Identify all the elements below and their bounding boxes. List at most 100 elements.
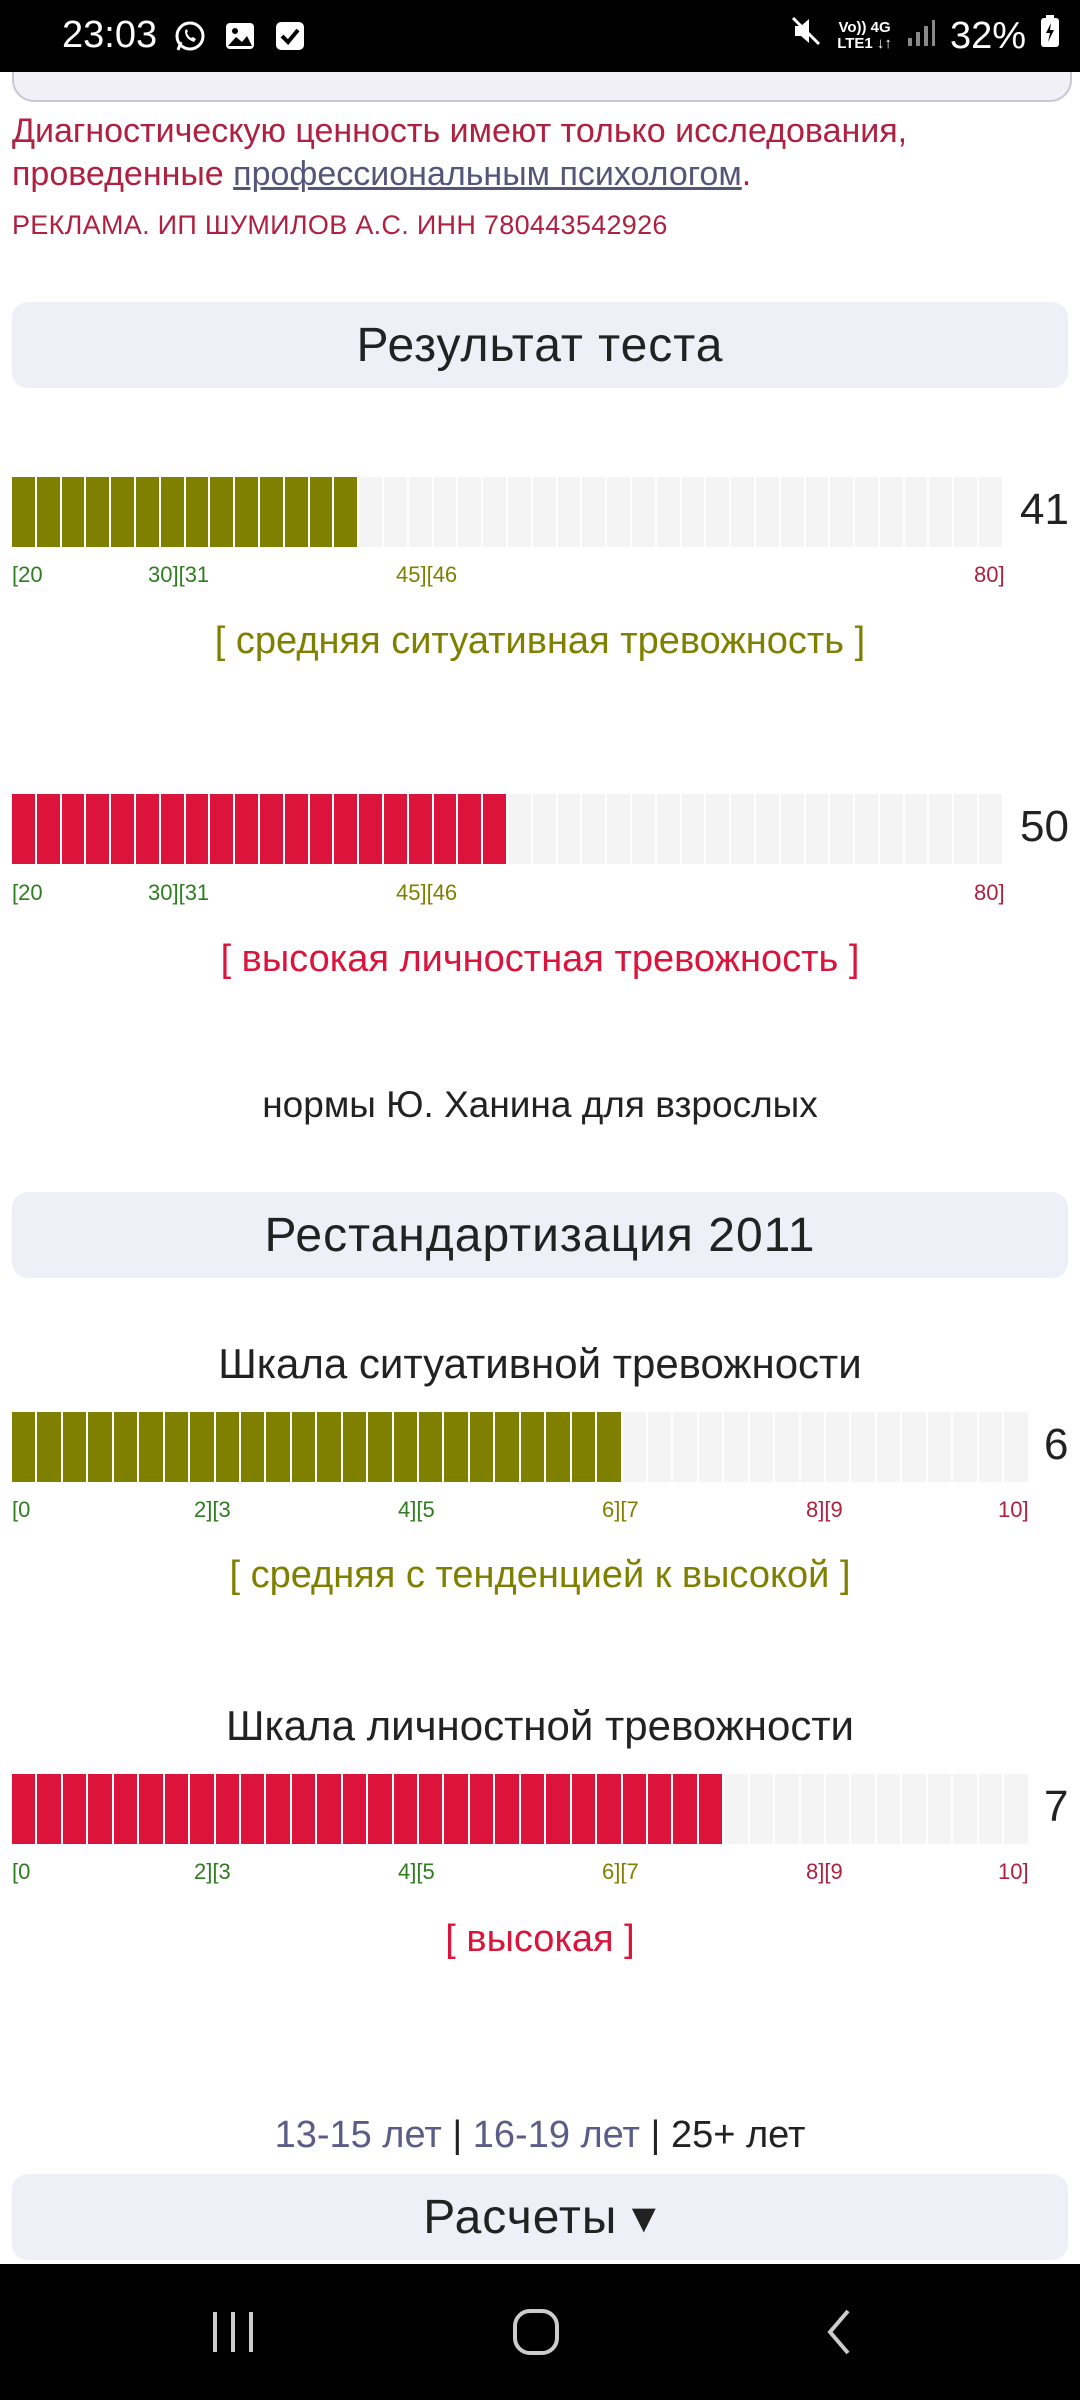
bar-segment-empty <box>851 1774 877 1844</box>
bar-segment-filled <box>259 794 285 864</box>
tick-label: 30][31 <box>148 880 210 905</box>
calculations-toggle[interactable]: Расчеты ▾ <box>12 2174 1068 2260</box>
bar-segment-filled <box>520 1412 547 1482</box>
bar-segment-filled <box>160 477 186 547</box>
bar-segment-filled <box>86 794 112 864</box>
bar-segment-filled <box>36 794 62 864</box>
network-indicator: Vo)) 4G LTE1 ↓↑ <box>837 19 892 52</box>
bar-segment-filled <box>317 1774 343 1844</box>
home-icon[interactable] <box>456 2264 616 2400</box>
bar-segment-empty <box>929 794 955 864</box>
score-track <box>12 477 1004 547</box>
bar-segment-filled <box>240 1412 267 1482</box>
tick-label: [0 <box>12 1497 31 1522</box>
bar-segment-empty <box>458 477 484 547</box>
bar-segment-filled <box>342 1412 369 1482</box>
bar-segment-filled <box>368 1774 394 1844</box>
navigation-bar <box>0 2264 1080 2400</box>
bar-segment-filled <box>235 477 260 547</box>
bar-segment-filled <box>86 477 112 547</box>
score-track <box>12 1412 1030 1482</box>
bar-segment-empty <box>978 1774 1005 1844</box>
tick-label: 4][5 <box>398 1859 435 1884</box>
bar-segment-empty <box>800 1774 826 1844</box>
bar-segment-filled <box>334 794 360 864</box>
bar-segment-filled <box>359 794 384 864</box>
bar-segment-empty <box>749 1774 776 1844</box>
bar-segment-empty <box>780 794 806 864</box>
bar-segment-filled <box>393 1412 419 1482</box>
whatsapp-icon <box>172 18 208 54</box>
bar-segment-filled <box>284 794 310 864</box>
bar-segment-empty <box>507 794 533 864</box>
bar-segment-empty <box>731 477 756 547</box>
bar-segment-empty <box>800 1412 826 1482</box>
bar-segment-empty <box>953 1774 979 1844</box>
bar-segment-filled <box>419 1774 445 1844</box>
bar-segment-filled <box>291 1774 318 1844</box>
bar-segment-filled <box>597 1412 623 1482</box>
bar-segment-empty <box>622 1412 648 1482</box>
bar-segment-filled <box>408 794 434 864</box>
bar-segment-filled <box>383 794 409 864</box>
bar-segment-filled <box>164 1774 191 1844</box>
restand-personal-bar: 7 <box>12 1774 1068 1844</box>
bar-segment-filled <box>284 477 310 547</box>
bar-segment-filled <box>111 477 136 547</box>
gallery-icon <box>222 18 258 54</box>
tick-label: 4][5 <box>398 1497 435 1522</box>
bar-segment-empty <box>433 477 459 547</box>
score-ticks: [20 30][31 45][46 80] <box>12 880 1005 910</box>
bar-segment-empty <box>1004 1774 1030 1844</box>
situational-score-bar: 41 <box>12 477 1069 547</box>
bar-segment-filled <box>135 794 161 864</box>
bar-segment-filled <box>647 1774 674 1844</box>
tick-label: 8][9 <box>806 1497 843 1522</box>
bar-segment-empty <box>929 477 955 547</box>
bar-segment-filled <box>240 1774 267 1844</box>
tick-label: 2][3 <box>194 1497 231 1522</box>
bar-segment-filled <box>266 1412 292 1482</box>
score-track <box>12 1774 1030 1844</box>
bar-segment-empty <box>927 1774 954 1844</box>
bar-segment-empty <box>1004 1412 1030 1482</box>
score-value: 7 <box>1044 1782 1069 1831</box>
bar-segment-filled <box>36 477 62 547</box>
bar-segment-filled <box>37 1774 63 1844</box>
bar-segment-empty <box>359 477 384 547</box>
recent-apps-icon[interactable] <box>154 2264 314 2400</box>
bar-segment-filled <box>317 1412 343 1482</box>
bar-segment-empty <box>383 477 409 547</box>
bar-segment-empty <box>904 477 930 547</box>
separator: | <box>639 2114 671 2156</box>
restandardization-header: Рестандартизация 2011 <box>12 1192 1068 1278</box>
bar-segment-filled <box>546 1412 572 1482</box>
bar-segment-filled <box>235 794 260 864</box>
restand-situational-verdict: [ средняя с тенденцией к высокой ] <box>229 1554 851 1596</box>
bar-segment-filled <box>546 1774 572 1844</box>
bar-segment-filled <box>458 794 484 864</box>
tick-label: [20 <box>12 562 43 587</box>
bar-segment-filled <box>433 794 459 864</box>
bar-segment-filled <box>483 794 508 864</box>
separator: | <box>441 2114 473 2156</box>
psychologist-link[interactable]: профессиональным психологом <box>233 155 742 193</box>
age-link-13-15[interactable]: 13-15 лет <box>274 2114 442 2156</box>
bar-segment-filled <box>37 1412 63 1482</box>
bar-segment-empty <box>879 794 905 864</box>
bar-segment-filled <box>698 1774 725 1844</box>
bar-segment-filled <box>190 1774 216 1844</box>
bar-segment-filled <box>309 477 335 547</box>
back-icon[interactable] <box>760 2264 920 2400</box>
bar-segment-empty <box>731 794 756 864</box>
tick-label: 45][46 <box>396 880 458 905</box>
tick-label: 8][9 <box>806 1859 843 1884</box>
bar-segment-filled <box>135 477 161 547</box>
bar-segment-empty <box>830 477 856 547</box>
bar-segment-filled <box>469 1412 496 1482</box>
bar-segment-filled <box>215 1774 241 1844</box>
bar-segment-empty <box>755 794 781 864</box>
bar-segment-filled <box>190 1412 216 1482</box>
bar-segment-empty <box>805 477 831 547</box>
age-link-16-19[interactable]: 16-19 лет <box>472 2114 640 2156</box>
